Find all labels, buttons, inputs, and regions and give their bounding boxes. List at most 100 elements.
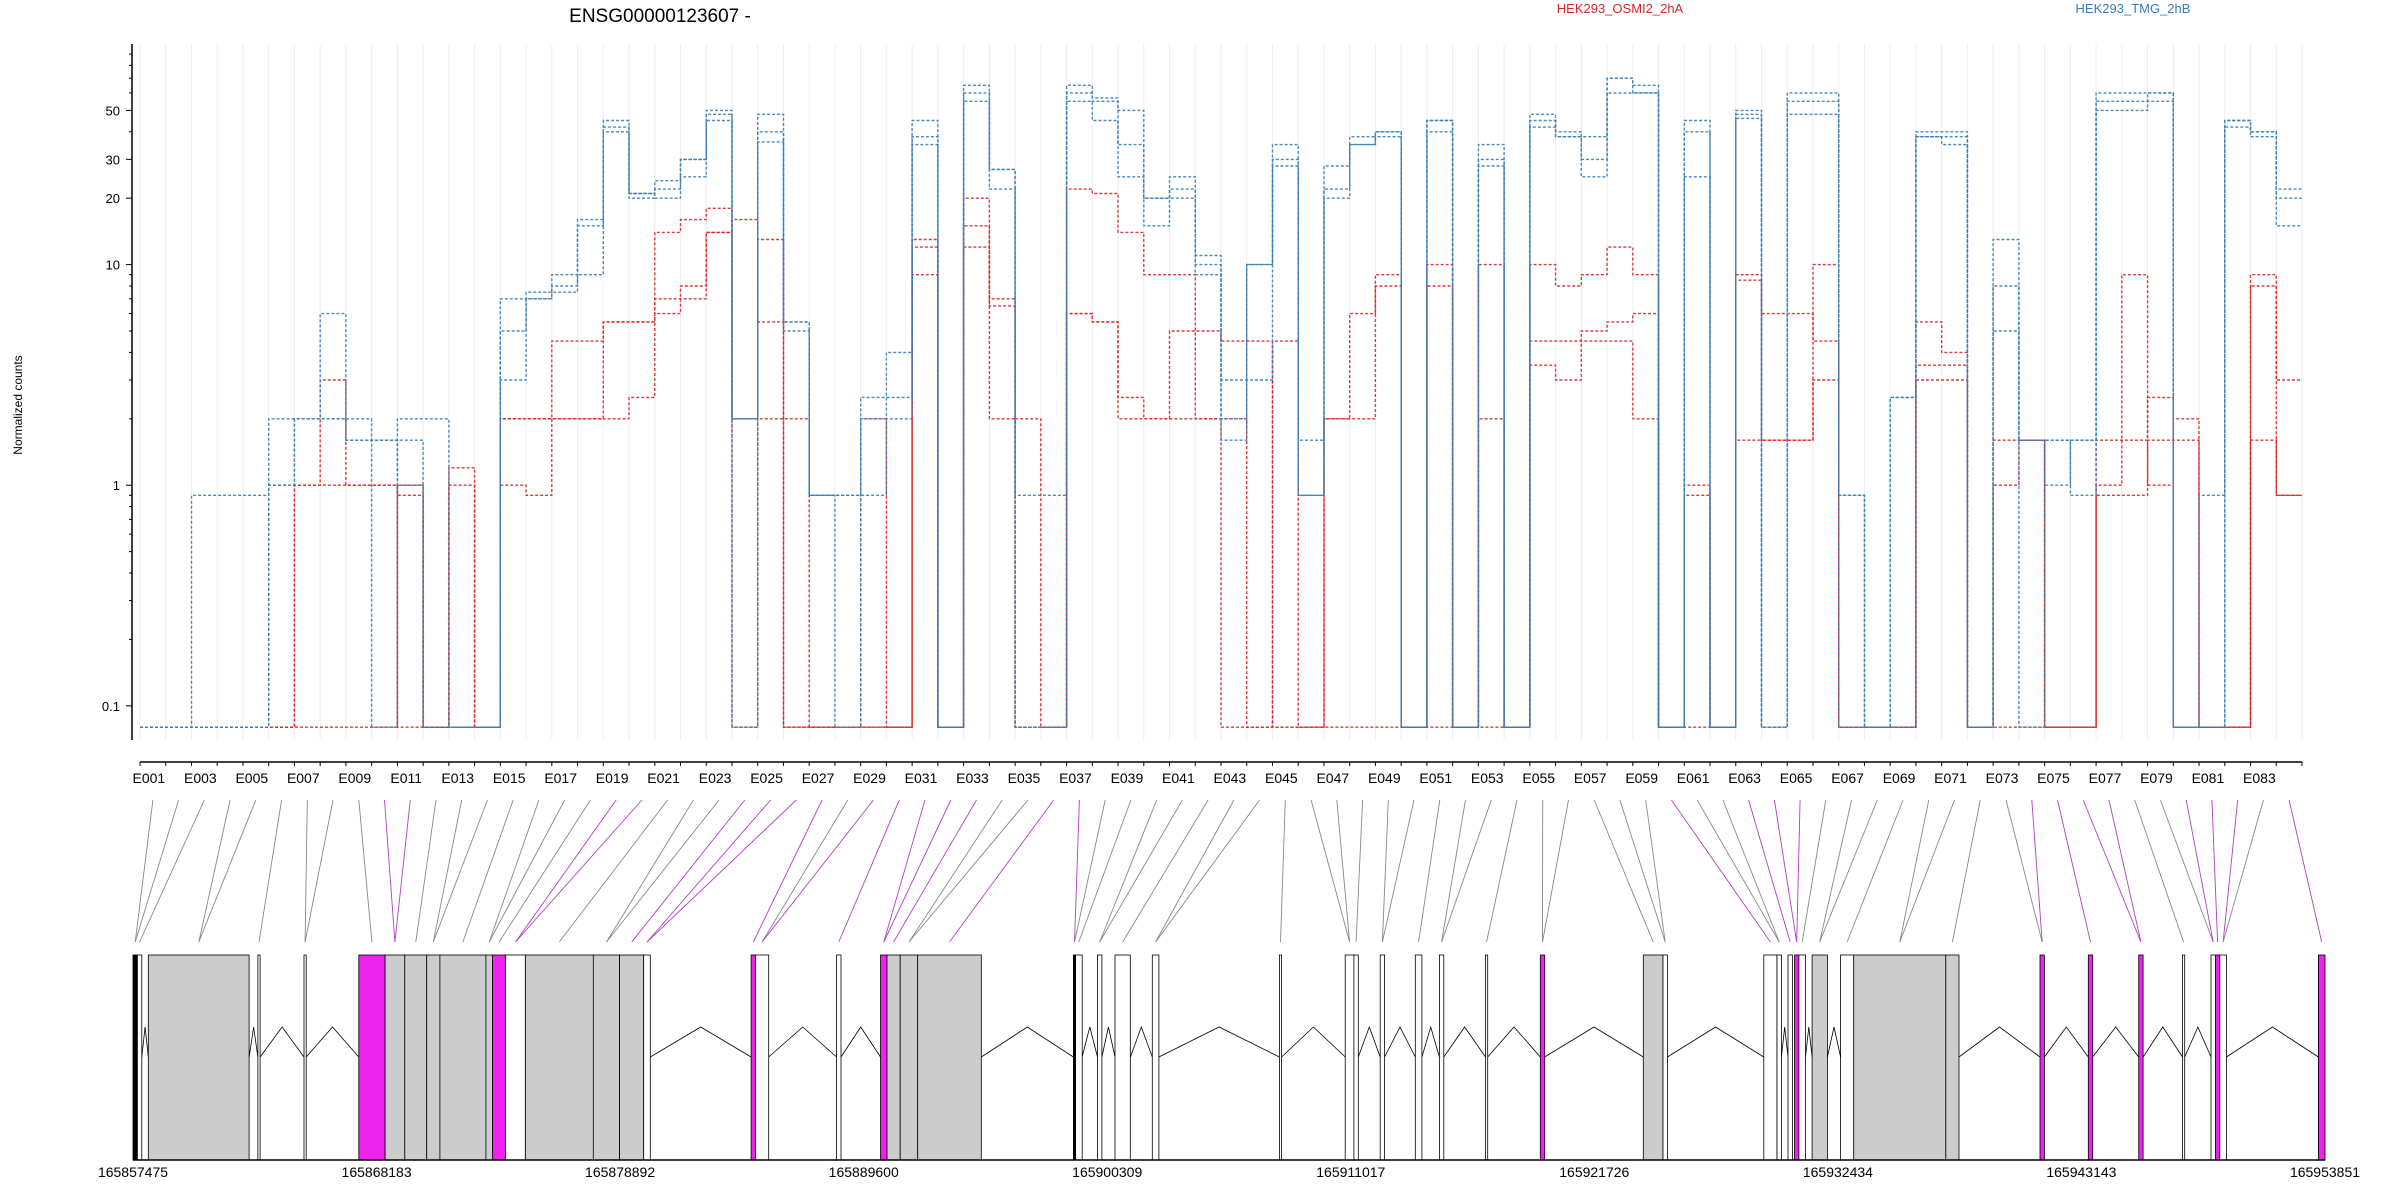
exon-connector	[1645, 799, 1666, 943]
exon-connector	[1819, 799, 1878, 943]
exon-connector	[304, 799, 308, 943]
exon-block	[404, 954, 428, 1161]
intron	[1544, 1026, 1644, 1058]
exon-block	[426, 954, 441, 1161]
exon-tick-label: E035	[1008, 770, 1041, 786]
exon-connector	[558, 799, 668, 943]
exon-block	[1344, 954, 1355, 1161]
exon-connector	[1846, 799, 1904, 943]
chart-title: ENSG00000123607 -	[569, 6, 751, 27]
exon-connector	[761, 799, 849, 943]
exon-connector	[515, 799, 643, 943]
genomic-tick-label: 165857475	[98, 1164, 168, 1180]
intron	[1443, 1026, 1486, 1058]
exon-block	[1763, 954, 1778, 1161]
exon-connector	[1381, 799, 1389, 943]
exon-block	[917, 954, 982, 1161]
exon-block	[880, 954, 888, 1161]
genomic-axis: 165857475 165868183 165878892 165889600 1659…	[98, 1159, 2360, 1180]
exon-tick-label: E037	[1059, 770, 1092, 786]
exon-tick-label: E003	[184, 770, 217, 786]
intron	[305, 1026, 360, 1058]
exon-connector	[304, 799, 334, 943]
y-tick-label: 0.1	[102, 699, 120, 714]
exon-tick-label: E079	[2140, 770, 2173, 786]
series-lines	[140, 77, 2302, 728]
intron	[1130, 1025, 1153, 1058]
intron	[1281, 1026, 1346, 1058]
intron	[1781, 1026, 1789, 1058]
exon-block	[1853, 954, 1947, 1161]
intron	[2226, 1026, 2319, 1058]
exon-connector	[1722, 799, 1780, 943]
exon-connector	[1899, 799, 1930, 943]
exon-tick-label: E011	[390, 770, 422, 786]
y-tick-label: 1	[113, 478, 120, 493]
exon-connector	[893, 799, 977, 943]
exon-connector	[761, 799, 874, 943]
exon-connector	[646, 799, 797, 943]
intron	[840, 1026, 881, 1058]
exon-block	[525, 954, 594, 1161]
exon-block	[1097, 954, 1103, 1161]
exon-block	[592, 954, 620, 1161]
exon-connector	[198, 799, 231, 943]
exon-block	[303, 954, 307, 1161]
series-line	[140, 188, 2302, 728]
exon-block	[643, 954, 651, 1161]
intron	[1101, 1026, 1116, 1058]
exon-connector	[606, 799, 720, 943]
exon-connector	[1819, 799, 1853, 943]
exon-tick-label: E031	[905, 770, 938, 786]
exon-tick-label: E027	[802, 770, 835, 786]
exon-block	[899, 954, 919, 1161]
exon-tick-label: E059	[1625, 770, 1658, 786]
intron	[2044, 1026, 2089, 1058]
genomic-tick-label: 165943143	[2046, 1164, 2116, 1180]
exon-tick-label: E007	[287, 770, 320, 786]
exon-tick-label: E041	[1162, 770, 1195, 786]
exon-block	[1439, 954, 1445, 1161]
exon-connector	[1310, 799, 1351, 943]
exon-connector	[1796, 799, 1801, 943]
intron	[248, 1026, 259, 1058]
exon-connector	[1155, 799, 1235, 943]
exon-block	[136, 954, 143, 1161]
exon-block	[1811, 954, 1828, 1161]
exon-connectors	[134, 799, 2323, 943]
exon-block	[2138, 954, 2144, 1161]
exon-connector	[883, 799, 926, 943]
exon-connector	[1773, 799, 1798, 943]
exon-block	[2210, 954, 2216, 1161]
axes: 0.1 1 10 20 30 50 E001 E003 E005 E007 E009 E011 E013…	[102, 44, 2303, 786]
exon-block	[257, 954, 261, 1161]
exon-connector	[1619, 799, 1666, 943]
exon-connector	[488, 799, 566, 943]
exon-block	[1353, 954, 1359, 1161]
exon-connector	[752, 799, 823, 943]
exon-connector	[2222, 799, 2264, 943]
intron	[1805, 1026, 1813, 1058]
exon-connector	[2211, 799, 2219, 943]
exon-connector	[198, 799, 257, 943]
exon-connector	[1122, 799, 1209, 943]
exon-connector	[2082, 799, 2142, 943]
exon-tick-label: E025	[750, 770, 783, 786]
exon-connector	[646, 799, 771, 943]
exon-tick-label: E061	[1677, 770, 1710, 786]
intron	[981, 1026, 1074, 1058]
exon-connector	[2005, 799, 2043, 943]
y-tick-label: 10	[106, 258, 120, 273]
exon-connector	[2134, 799, 2185, 943]
genomic-tick-label: 165911017	[1316, 1164, 1385, 1180]
exon-connector	[1951, 799, 1981, 943]
exon-connector	[2288, 799, 2323, 943]
exon-block	[1642, 954, 1664, 1161]
genomic-tick-label: 165953851	[2290, 1164, 2360, 1180]
intron	[259, 1026, 305, 1058]
intron	[768, 1026, 837, 1058]
genomic-tick-label: 165868183	[342, 1164, 412, 1180]
exon-block	[1539, 954, 1546, 1161]
exon-connector	[432, 799, 463, 943]
genomic-tick-label: 165932434	[1803, 1164, 1873, 1180]
